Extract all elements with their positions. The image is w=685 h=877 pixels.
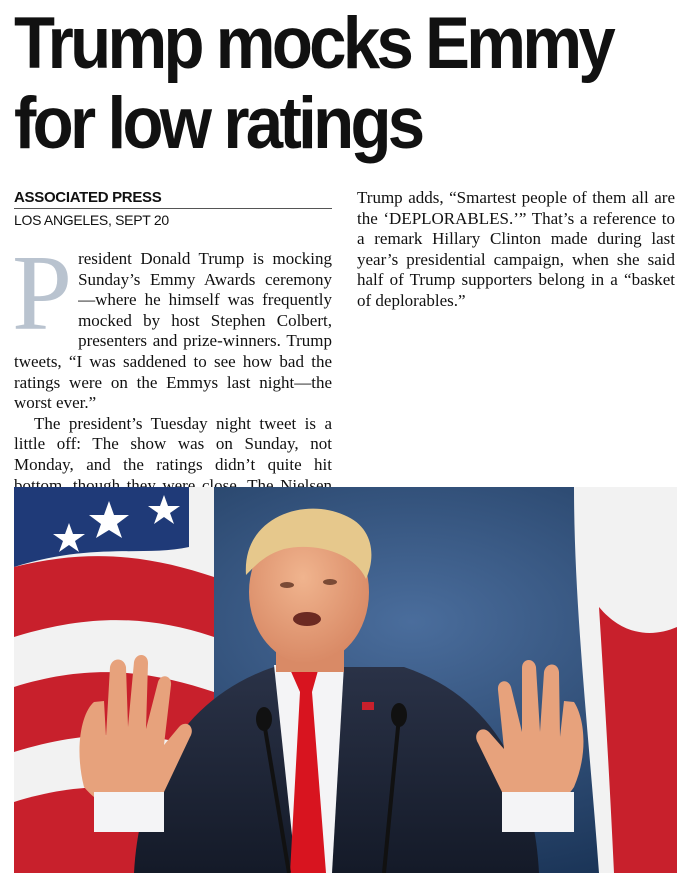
left-hand <box>79 654 192 832</box>
photo-illustration <box>14 487 677 873</box>
news-photo <box>14 487 677 873</box>
headline: Trump mocks Emmy for low ratings <box>14 4 626 164</box>
headline-line-1: Trump mocks Emmy <box>14 3 616 84</box>
article-column-right: Trump adds, “Smartest people of them all… <box>357 188 675 312</box>
right-flag <box>574 487 677 873</box>
tie <box>289 667 326 873</box>
right-hand <box>476 659 584 832</box>
lapel-pin <box>362 702 374 710</box>
dateline: LOS ANGELES, SEPT 20 <box>14 212 169 228</box>
article-paragraph-1-text: resident Donald Trump is mocking Sunday’… <box>14 249 332 413</box>
hair <box>245 508 372 579</box>
byline: ASSOCIATED PRESS LOS ANGELES, SEPT 20 <box>14 189 332 228</box>
headline-line-2: for low ratings <box>14 83 425 164</box>
article-paragraph-3: Trump adds, “Smartest people of them all… <box>357 188 675 310</box>
mouth <box>293 612 321 626</box>
agency-name: ASSOCIATED PRESS <box>14 189 332 209</box>
microphone-left <box>262 721 291 873</box>
microphone-right <box>382 716 401 873</box>
face <box>249 520 369 664</box>
drop-cap: P <box>12 234 73 353</box>
